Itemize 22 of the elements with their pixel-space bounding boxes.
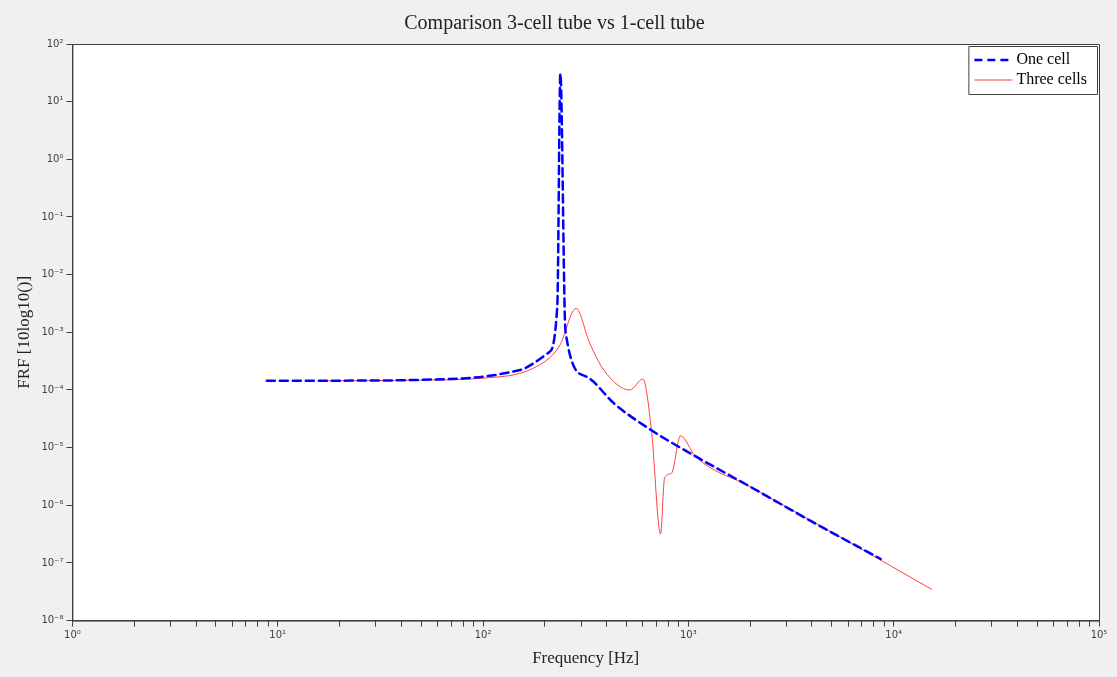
y-tick-label: 10⁻⁸ [41,614,64,626]
x-tick-label: 10³ [680,629,697,641]
x-tick-label: 10⁰ [64,629,81,641]
x-tick-label: 10² [474,629,492,641]
y-tick-label: 10⁻⁷ [41,556,64,568]
y-tick-label: 10⁻² [41,268,64,280]
y-tick-label: 10⁰ [46,152,64,164]
chart-title: Comparison 3-cell tube vs 1-cell tube [404,11,705,35]
y-tick-label: 10⁻¹ [41,210,64,222]
x-tick-label: 10⁴ [885,629,903,641]
x-axis-title: Frequency [Hz] [532,648,640,668]
x-tick-label: 10⁵ [1090,629,1108,641]
y-tick-label: 10² [46,37,64,49]
y-tick-label: 10⁻³ [41,325,64,337]
x-tick-label: 10¹ [269,629,287,641]
y-tick-label: 10⁻⁴ [41,383,64,395]
y-axis-title: FRF [10log10()] [13,275,33,389]
legend-label: Three cells [1016,70,1087,88]
legend-label: One cell [1016,50,1071,68]
y-tick-label: 10¹ [46,95,64,107]
y-tick-label: 10⁻⁵ [41,441,64,453]
y-tick-label: 10⁻⁶ [41,498,64,510]
